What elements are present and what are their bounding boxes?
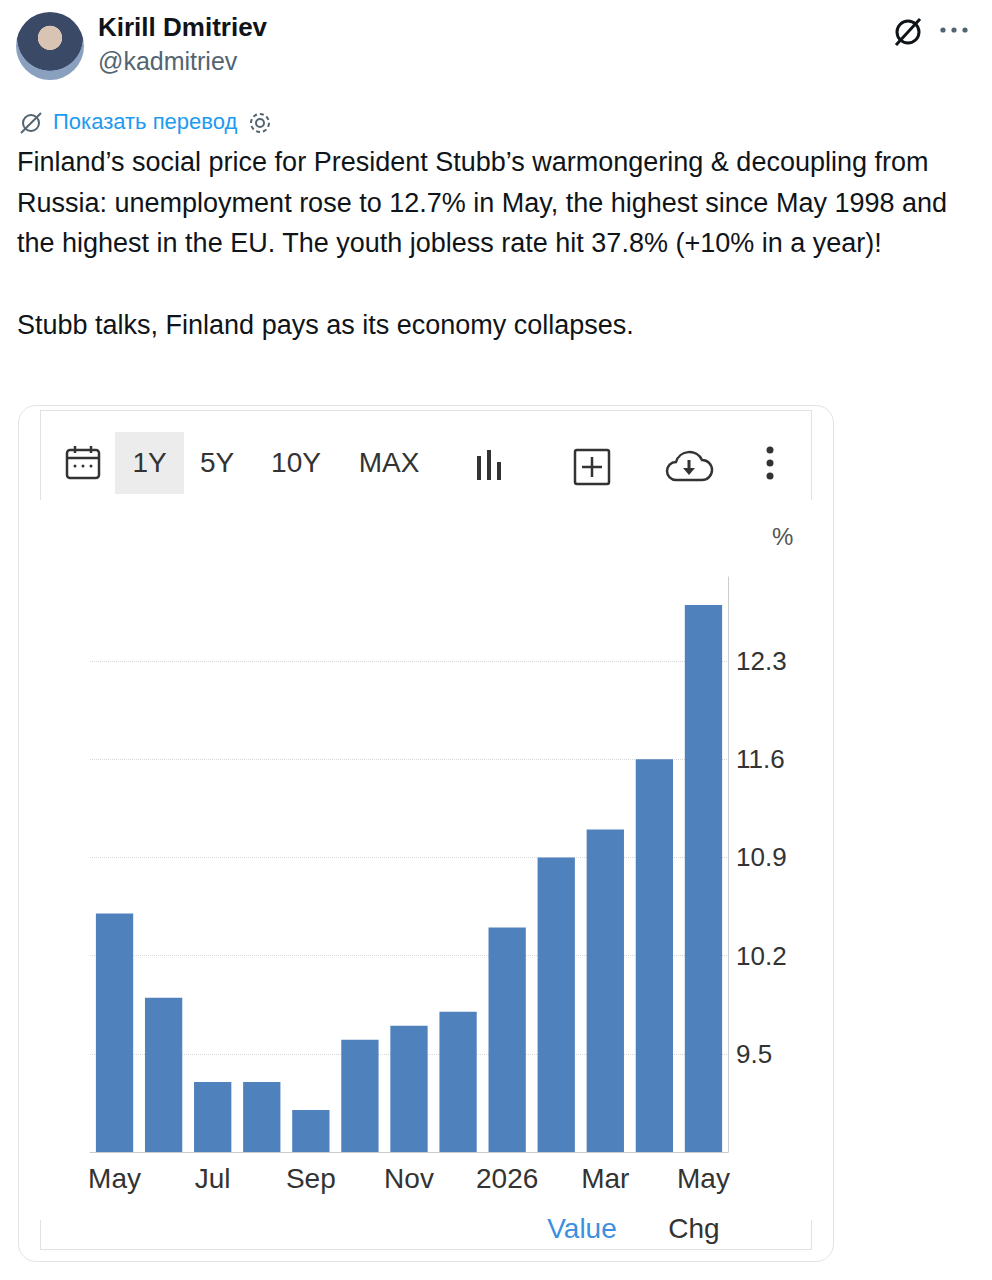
svg-text:12.3: 12.3 xyxy=(736,646,787,676)
svg-text:Jul: Jul xyxy=(195,1163,231,1194)
html-text:Показать перевод: Показать перевод xyxy=(53,109,238,134)
html-text:Chg: Chg xyxy=(668,1213,720,1244)
html-text:Finland’s social price for Pre: Finland’s social price for President Stu… xyxy=(17,147,947,259)
html-text:MAX: MAX xyxy=(358,447,420,478)
html-text:5Y: 5Y xyxy=(199,447,235,478)
html-text:1Y: 1Y xyxy=(132,447,167,478)
html-text:10Y: 10Y xyxy=(271,447,321,478)
svg-text:May: May xyxy=(677,1163,730,1194)
svg-text:%: % xyxy=(772,523,793,550)
svg-text:10.9: 10.9 xyxy=(736,842,787,872)
svg-text:2026: 2026 xyxy=(476,1163,538,1194)
svg-text:10.2: 10.2 xyxy=(736,941,787,971)
html-text:Value: Value xyxy=(547,1213,617,1244)
html-text:Stubb talks, Finland pays as i: Stubb talks, Finland pays as its economy… xyxy=(17,309,634,340)
html-text:@kadmitriev: @kadmitriev xyxy=(98,47,238,75)
svg-text:Nov: Nov xyxy=(384,1163,434,1194)
svg-text:Mar: Mar xyxy=(581,1163,629,1194)
svg-text:Sep: Sep xyxy=(286,1163,336,1194)
html-text:Kirill Dmitriev: Kirill Dmitriev xyxy=(98,12,268,42)
svg-text:May: May xyxy=(88,1163,141,1194)
svg-text:9.5: 9.5 xyxy=(736,1039,772,1069)
svg-text:11.6: 11.6 xyxy=(736,744,785,774)
